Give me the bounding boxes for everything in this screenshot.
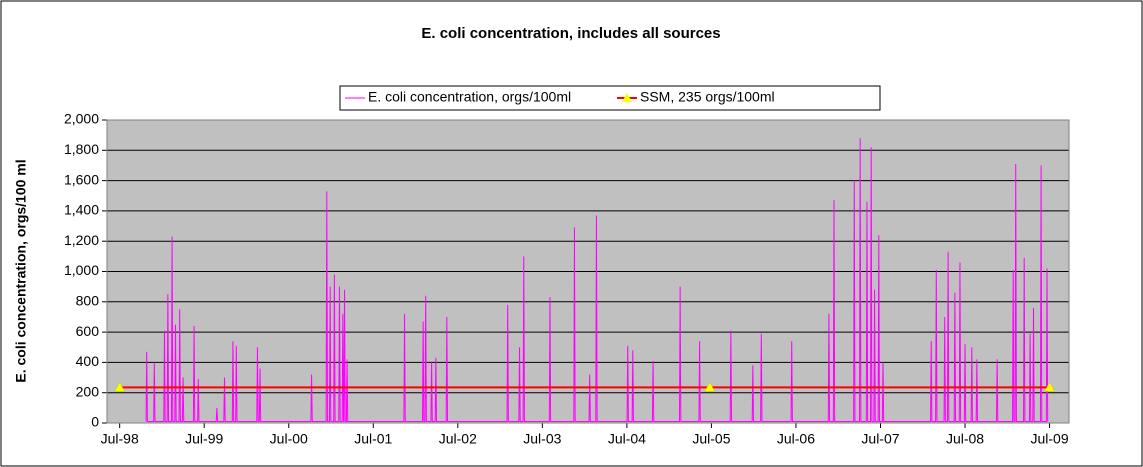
y-tick-label: 1,600: [64, 171, 99, 187]
y-tick-label: 200: [76, 383, 100, 399]
series-line: [145, 138, 1049, 422]
marker: [704, 381, 716, 392]
x-tick-label: Jul-02: [439, 431, 477, 447]
y-tick-label: 600: [76, 323, 100, 339]
x-tick-label: Jul-01: [354, 431, 392, 447]
y-tick-label: 800: [76, 293, 100, 309]
plot: 0 200 400 600 800 1,000 1,200 1,400 1,600 1,800 2,…: [64, 111, 1070, 447]
chart-title: E. coli concentration, includes all sour…: [421, 25, 720, 42]
marker: [114, 381, 126, 392]
x-tick-label: Jul-06: [777, 431, 815, 447]
x-tick-label: Jul-05: [692, 431, 730, 447]
x-tick-label: Jul-04: [608, 431, 646, 447]
legend-label: SSM, 235 orgs/100ml: [640, 89, 775, 105]
y-tick-label: 0: [91, 414, 99, 430]
x-tick-label: Jul-08: [946, 431, 984, 447]
x-tick-label: Jul-99: [185, 431, 223, 447]
legend-label: E. coli concentration, orgs/100ml: [368, 89, 571, 105]
marker: [1044, 381, 1055, 392]
y-tick-label: 400: [76, 353, 100, 369]
y-axis-label: E. coli concentration, orgs/100 ml: [13, 159, 29, 382]
x-tick-label: Jul-09: [1030, 431, 1068, 447]
y-tick-label: 1,800: [64, 141, 99, 157]
plot-border: [106, 119, 1070, 424]
y-tick-label: 1,200: [64, 232, 99, 248]
x-tick-label: Jul-98: [101, 431, 139, 447]
y-tick-label: 2,000: [64, 111, 99, 127]
y-tick-label: 1,000: [64, 262, 99, 278]
y-tick-label: 1,400: [64, 202, 99, 218]
legend-box: [339, 85, 881, 111]
x-tick-label: Jul-07: [861, 431, 899, 447]
legend-marker: [622, 93, 632, 102]
x-tick-label: Jul-03: [523, 431, 561, 447]
x-tick-label: Jul-00: [270, 431, 308, 447]
